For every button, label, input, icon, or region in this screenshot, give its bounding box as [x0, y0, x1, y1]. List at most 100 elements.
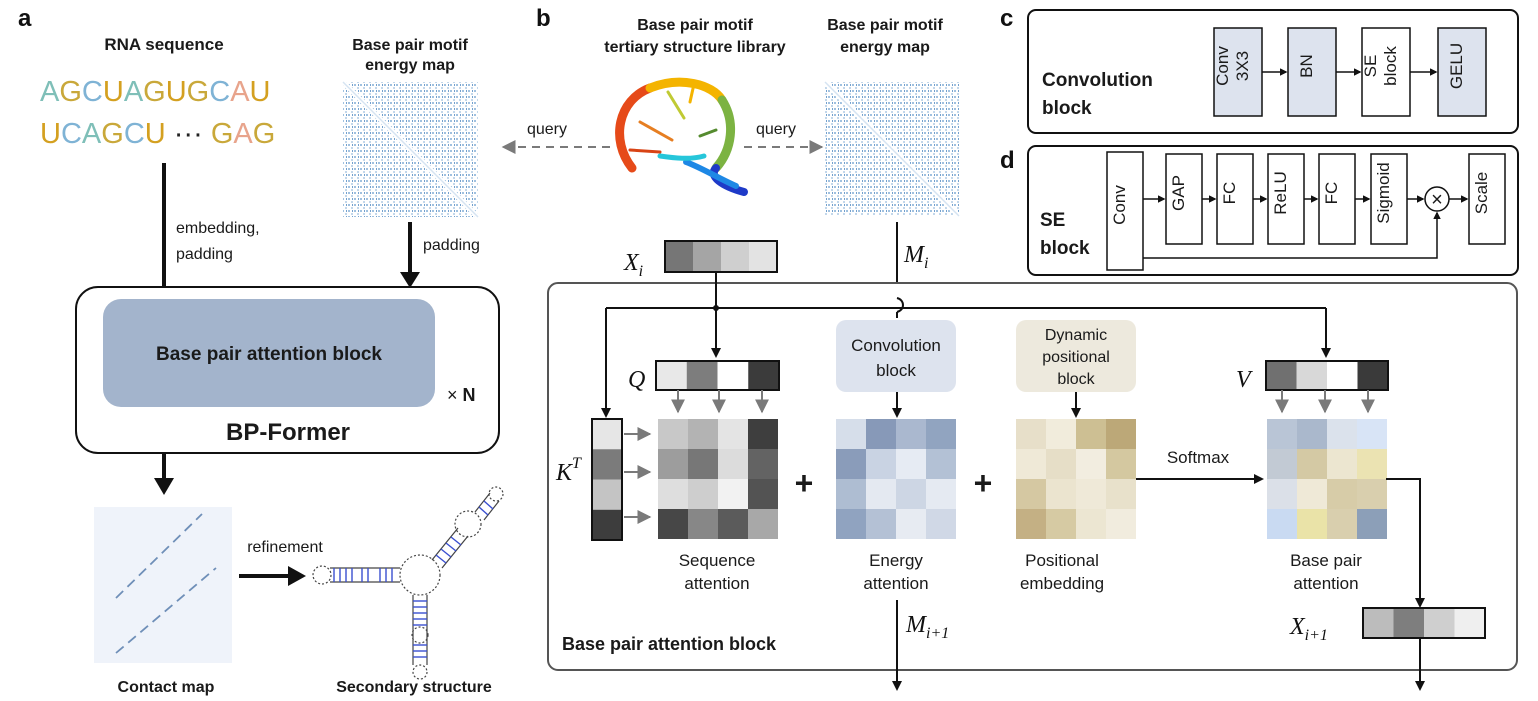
secondary-structure — [312, 486, 504, 680]
softmax-label: Softmax — [1167, 448, 1230, 467]
seq-cell — [658, 479, 688, 509]
se-item-box — [1468, 153, 1506, 245]
pos-cell — [1106, 509, 1136, 539]
kt-cell — [592, 449, 622, 480]
xi1-cell — [1424, 608, 1455, 638]
secondary-structure-label: Secondary structure — [336, 679, 492, 696]
seq-cell — [688, 479, 718, 509]
se-item-label: GAP — [1169, 175, 1188, 211]
kt-cell — [592, 419, 622, 450]
energy-cell — [926, 509, 956, 539]
nucleotide: U — [250, 76, 271, 108]
refinement-label: refinement — [247, 539, 323, 556]
se-item-box — [1267, 153, 1305, 245]
xi-border — [664, 240, 778, 273]
bpformer-label: BP-Former — [226, 419, 350, 446]
energy-cell — [896, 509, 926, 539]
convolution-block-label-2: block — [876, 361, 916, 380]
positional-embedding-label-2: embedding — [1020, 574, 1104, 593]
se-item-label: FC — [1322, 182, 1341, 205]
padding-arrowhead — [400, 272, 420, 288]
energy-map-right — [823, 80, 961, 218]
pos-cell — [1046, 509, 1076, 539]
v-cell — [1357, 361, 1388, 390]
nucleotide: G — [59, 76, 82, 108]
v-border — [1265, 360, 1389, 391]
conv-item-box — [1287, 27, 1337, 117]
embedding-label-1: embedding, — [176, 220, 260, 237]
bp-cell — [1267, 479, 1297, 509]
positional-embedding-matrix — [1016, 419, 1136, 539]
nucleotide: A — [230, 76, 250, 108]
seq-cell — [658, 419, 688, 449]
seq-cell — [748, 449, 778, 479]
energy-cell — [836, 479, 866, 509]
v-cell — [1327, 361, 1358, 390]
energy-cell — [836, 449, 866, 479]
bp-cell — [1357, 479, 1387, 509]
pos-cell — [1076, 479, 1106, 509]
kt-label: KT — [555, 455, 582, 486]
sequence-attention-label-1: Sequence — [679, 551, 756, 570]
panel-label-a: a — [18, 5, 32, 32]
seq-cell — [718, 449, 748, 479]
q-cell — [686, 361, 718, 390]
bp-cell — [1267, 449, 1297, 479]
library-title-2: tertiary structure library — [604, 39, 786, 56]
dynamic-label-2: positional — [1042, 349, 1110, 366]
seq-cell — [688, 419, 718, 449]
seq-cell — [718, 509, 748, 539]
conv-item-label: block — [1381, 46, 1400, 86]
attention-block-box — [103, 299, 435, 407]
bp-attention-label-2: attention — [1293, 574, 1358, 593]
seq-cell — [748, 419, 778, 449]
energy-map-title-left-2: energy map — [365, 57, 455, 74]
base-pair-attention-matrix — [1267, 419, 1387, 539]
nucleotide: ··· — [166, 118, 211, 150]
plus-sign-1: + — [795, 465, 814, 501]
pos-cell — [1016, 509, 1046, 539]
se-item-label: FC — [1220, 182, 1239, 205]
bp-cell — [1297, 479, 1327, 509]
xi1-border — [1362, 607, 1486, 639]
bp-cell — [1267, 509, 1297, 539]
energy-cell — [926, 449, 956, 479]
pos-cell — [1076, 509, 1106, 539]
xi1-cell — [1454, 608, 1485, 638]
xi1-cell — [1363, 608, 1394, 638]
pos-cell — [1076, 419, 1106, 449]
q-border — [655, 360, 780, 391]
dynamic-label-1: Dynamic — [1045, 327, 1107, 344]
se-item-label: Conv — [1110, 185, 1129, 225]
energy-cell — [866, 419, 896, 449]
kt-vector — [591, 418, 623, 541]
energy-cell — [896, 449, 926, 479]
conv-item-label: GELU — [1447, 43, 1466, 89]
energy-map-title-left-1: Base pair motif — [352, 37, 468, 54]
pos-cell — [1076, 449, 1106, 479]
xi1-label: Xi+1 — [1289, 614, 1328, 644]
bp-cell — [1327, 509, 1357, 539]
energy-cell — [866, 479, 896, 509]
pos-cell — [1106, 419, 1136, 449]
q-to-seq-arrows — [671, 390, 769, 414]
se-item-box — [1106, 151, 1144, 271]
xi-cell — [749, 241, 777, 272]
se-item-label: Scale — [1472, 172, 1491, 215]
convolution-block-label-1: Convolution — [851, 336, 941, 355]
se-block-title-1: SE — [1040, 210, 1065, 231]
kt-cell — [592, 479, 622, 510]
nucleotide: A — [124, 76, 144, 108]
pos-cell — [1106, 479, 1136, 509]
energy-map-title-right-2: energy map — [840, 39, 930, 56]
rna-sequence-line-2: UCAGCU ··· GAG — [40, 118, 275, 150]
bp-cell — [1327, 479, 1357, 509]
contact-map-label: Contact map — [118, 679, 215, 696]
energy-cell — [896, 419, 926, 449]
sequence-attention-label-2: attention — [684, 574, 749, 593]
conv-item-label: 3X3 — [1233, 51, 1252, 81]
contact-map-arrowhead — [154, 478, 174, 495]
bp-cell — [1297, 449, 1327, 479]
seq-cell — [748, 509, 778, 539]
mi-label: Mi — [903, 242, 928, 272]
